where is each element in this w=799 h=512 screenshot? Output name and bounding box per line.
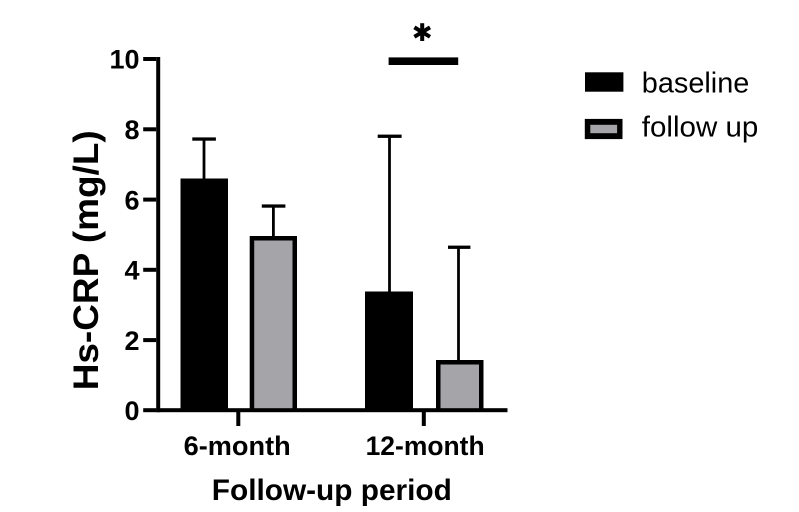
svg-text:0: 0 xyxy=(124,396,139,426)
svg-text:baseline: baseline xyxy=(642,68,750,100)
svg-text:4: 4 xyxy=(124,256,139,286)
svg-text:follow up: follow up xyxy=(642,112,759,144)
svg-text:12-month: 12-month xyxy=(366,431,485,461)
svg-text:10: 10 xyxy=(109,45,139,75)
svg-text:6-month: 6-month xyxy=(184,431,291,461)
svg-text:6: 6 xyxy=(124,185,139,215)
svg-text:2: 2 xyxy=(124,326,139,356)
svg-text:8: 8 xyxy=(124,115,139,145)
svg-text:Follow-up period: Follow-up period xyxy=(212,474,452,507)
svg-text:Hs-CRP (mg/L): Hs-CRP (mg/L) xyxy=(67,130,106,390)
